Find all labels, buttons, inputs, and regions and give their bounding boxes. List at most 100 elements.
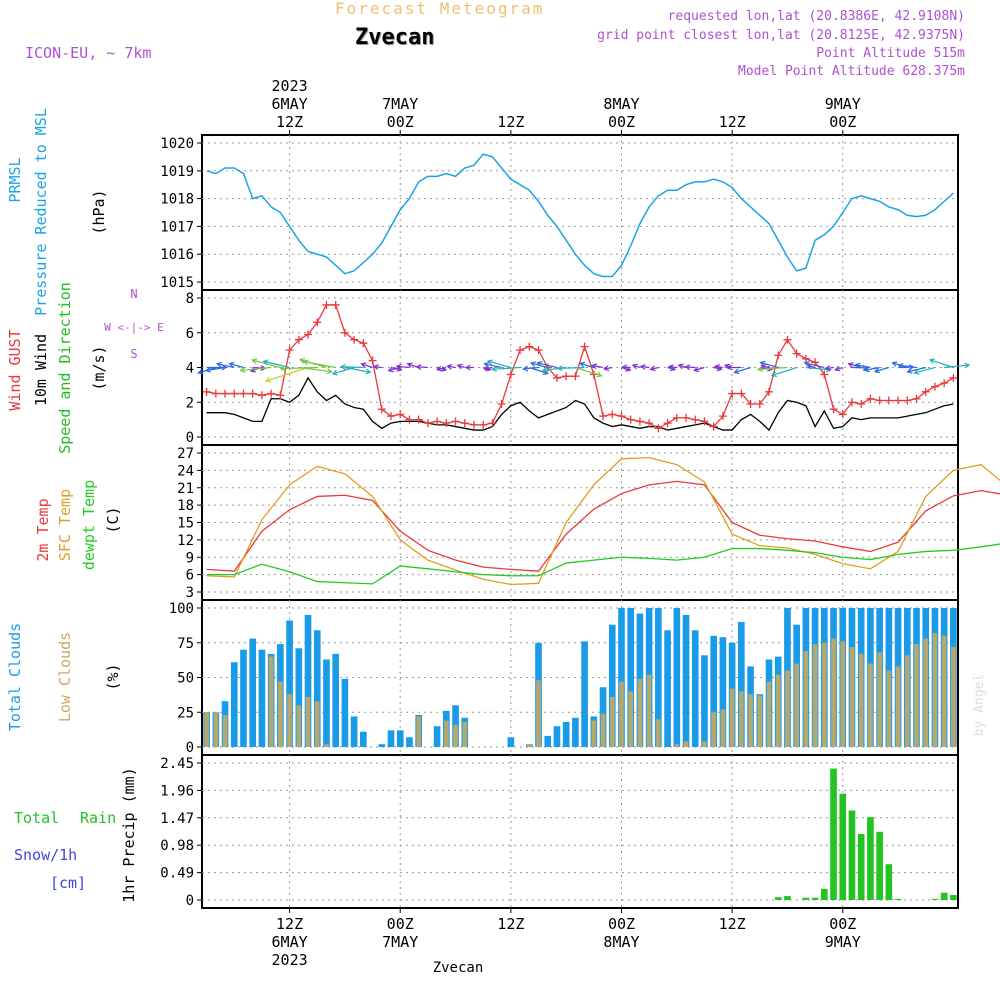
total-cloud-bar bbox=[507, 737, 515, 747]
point-altitude: Point Altitude 515m bbox=[816, 46, 965, 61]
gust-point bbox=[239, 389, 248, 398]
wind-arrow-shaft bbox=[825, 366, 834, 370]
gust-point bbox=[626, 415, 635, 424]
gust-point bbox=[230, 389, 239, 398]
requested-coords: requested lon,lat (20.8386E, 42.9108N) bbox=[667, 9, 965, 24]
gust-point bbox=[460, 419, 469, 428]
low-cloud-bar bbox=[702, 741, 707, 747]
wind-arrow-shaft bbox=[907, 366, 926, 373]
wind-arrow-head bbox=[522, 365, 529, 372]
label-sfc-temp: SFC Temp bbox=[56, 489, 74, 561]
time-label-bottom: 9MAY bbox=[825, 933, 861, 951]
rain-bar bbox=[931, 898, 939, 900]
wind-arrow bbox=[603, 365, 613, 372]
wind-arrow-head bbox=[759, 360, 766, 367]
wind-arrow-shaft bbox=[804, 362, 825, 369]
wind-arrow-shaft bbox=[492, 366, 521, 370]
gust-point bbox=[709, 422, 718, 431]
wind-arrow-shaft bbox=[758, 366, 788, 371]
wind-arrow-head bbox=[684, 364, 691, 371]
low-cloud-bar bbox=[932, 633, 938, 747]
wind-arrow bbox=[264, 366, 309, 383]
wind-arrow-head bbox=[897, 362, 904, 369]
low-cloud-bar bbox=[766, 681, 772, 747]
low-cloud-bar bbox=[609, 696, 615, 747]
time-label-top: 6MAY bbox=[272, 95, 308, 113]
y-tick-label: 1016 bbox=[160, 247, 194, 263]
gust-point bbox=[423, 419, 432, 428]
wind-arrow bbox=[387, 366, 401, 373]
time-label-top: 8MAY bbox=[603, 95, 639, 113]
gust-point bbox=[691, 415, 700, 424]
total-cloud-bar bbox=[719, 637, 727, 747]
label-cm: [cm] bbox=[50, 874, 86, 892]
wind-arrow-head bbox=[649, 365, 656, 372]
wind-arrow-shaft bbox=[447, 365, 456, 369]
y-tick-label: 6 bbox=[186, 568, 194, 584]
wind-arrow bbox=[302, 359, 336, 369]
gust-point bbox=[488, 419, 497, 428]
gust-point bbox=[700, 417, 709, 426]
total-cloud-bar bbox=[350, 716, 358, 747]
wind-arrow-head bbox=[415, 364, 422, 370]
panel-precip: 0 0.49 0.98 1.47 1.96 2.45 bbox=[160, 754, 959, 909]
low-cloud-bar bbox=[619, 681, 624, 747]
low-cloud-bar bbox=[416, 716, 421, 747]
dewpt-temp-line bbox=[206, 543, 1000, 585]
panel-frame bbox=[201, 754, 959, 909]
wind-arrow-head bbox=[770, 371, 778, 378]
rain-bar bbox=[857, 834, 865, 900]
gust-point bbox=[663, 419, 672, 428]
wind-arrow-shaft bbox=[229, 362, 244, 369]
total-cloud-bar bbox=[710, 635, 718, 747]
label-prmsl: PRMSL bbox=[6, 157, 24, 202]
pressure-line bbox=[206, 153, 954, 278]
rain-bar bbox=[830, 768, 837, 900]
total-cloud-bar bbox=[360, 731, 367, 747]
low-cloud-bar bbox=[914, 644, 919, 747]
wind-arrow-shaft bbox=[650, 366, 659, 370]
low-cloud-bar bbox=[895, 666, 901, 747]
total-cloud-bar bbox=[313, 630, 321, 747]
label-percent: (%) bbox=[104, 663, 122, 690]
gust-point bbox=[313, 318, 322, 327]
wind-arrow-shaft bbox=[864, 366, 880, 371]
total-cloud-bar bbox=[286, 620, 293, 747]
wind-arrow bbox=[944, 362, 971, 369]
gust-point bbox=[497, 399, 506, 408]
gust-point bbox=[340, 328, 349, 337]
label-2m-temp: 2m Temp bbox=[34, 498, 52, 561]
wind-arrow-head bbox=[302, 359, 309, 366]
rain-bar bbox=[867, 817, 874, 900]
gust-point bbox=[857, 399, 866, 408]
footer-station: Zvecan bbox=[433, 960, 484, 976]
gust-point bbox=[221, 389, 230, 398]
low-cloud-bar bbox=[951, 646, 956, 747]
gust-point bbox=[866, 394, 875, 403]
total-cloud-bar bbox=[738, 621, 745, 747]
wind-arrow-head bbox=[264, 376, 272, 383]
wind-arrow bbox=[684, 364, 696, 371]
gust-point bbox=[516, 346, 525, 355]
wind-arrow-head bbox=[239, 367, 246, 373]
wind-arrow-shaft bbox=[265, 366, 309, 382]
total-cloud-bar bbox=[655, 608, 662, 747]
wind-arrow-head bbox=[928, 358, 936, 364]
y-tick-label: 0 bbox=[186, 430, 194, 446]
wind-arrow-head bbox=[298, 357, 306, 364]
wind-arrow bbox=[464, 364, 474, 371]
gust-point bbox=[469, 420, 478, 429]
temp-2m-line bbox=[206, 480, 1000, 572]
y-tick-label: 50 bbox=[177, 671, 194, 687]
y-tick-label: 1019 bbox=[160, 164, 194, 180]
y-tick-label: 2.45 bbox=[160, 756, 194, 772]
wind-arrow bbox=[591, 363, 604, 370]
label-ms: (m/s) bbox=[90, 345, 108, 390]
y-tick-label: 27 bbox=[177, 446, 194, 462]
wind-arrow-shaft bbox=[280, 366, 318, 370]
wind-arrow-head bbox=[726, 364, 733, 371]
wind-arrow bbox=[834, 365, 843, 372]
gust-point bbox=[884, 396, 893, 405]
wind-arrow-head bbox=[767, 365, 774, 372]
wind-arrow-head bbox=[490, 366, 498, 372]
